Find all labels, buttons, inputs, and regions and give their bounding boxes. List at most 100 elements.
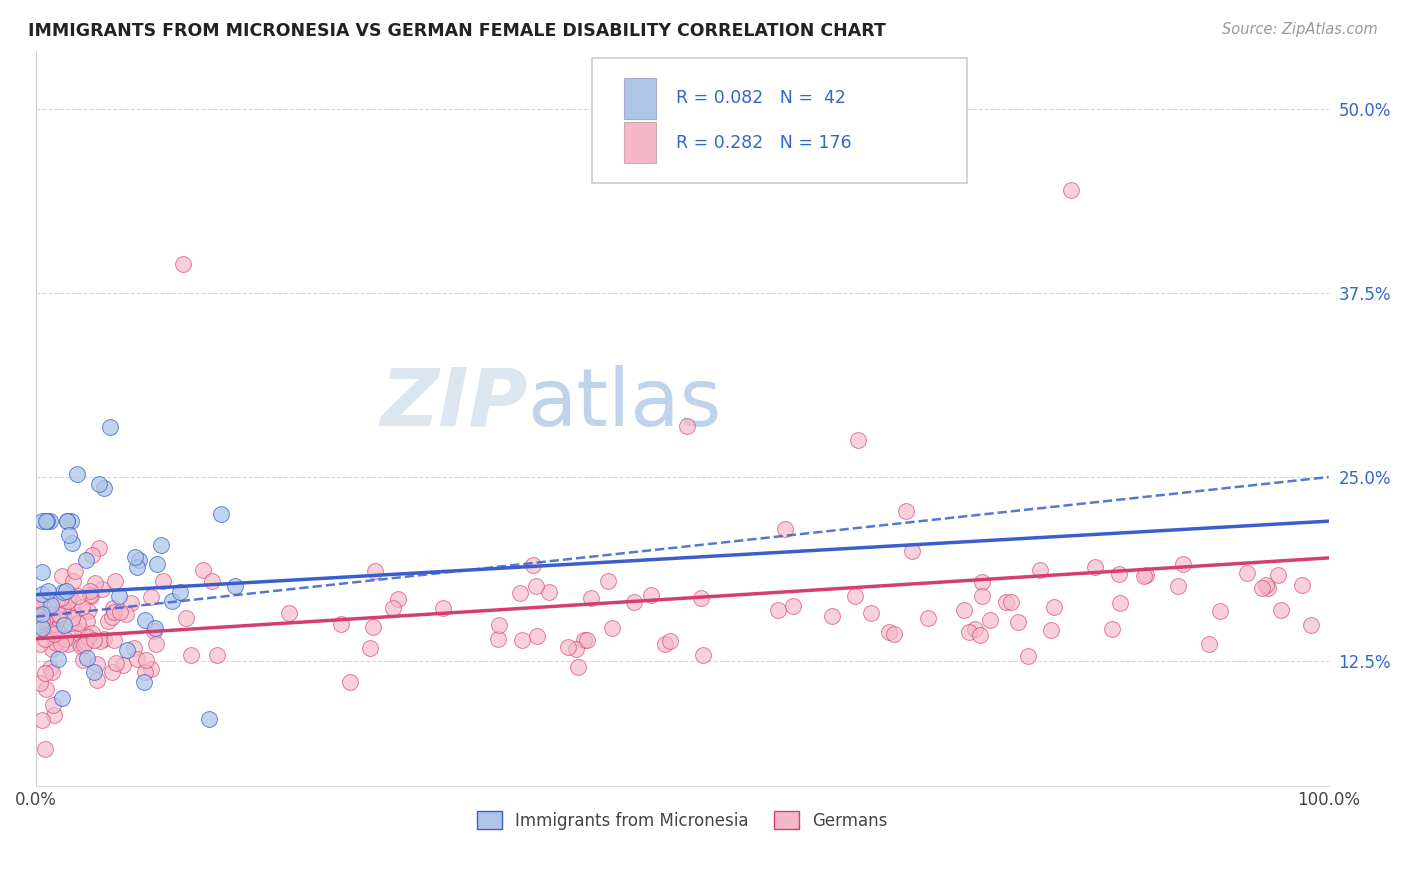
Point bbox=[97, 615, 120, 629]
Point bbox=[66, 467, 89, 481]
Text: R = 0.282   N = 176: R = 0.282 N = 176 bbox=[676, 134, 852, 152]
Point bbox=[67, 636, 90, 650]
Text: R = 0.082   N =  42: R = 0.082 N = 42 bbox=[676, 89, 845, 107]
Text: IMMIGRANTS FROM MICRONESIA VS GERMAN FEMALE DISABILITY CORRELATION CHART: IMMIGRANTS FROM MICRONESIA VS GERMAN FEM… bbox=[28, 22, 886, 40]
Point bbox=[1171, 557, 1194, 571]
Point bbox=[567, 659, 589, 673]
Point bbox=[180, 648, 202, 663]
Point bbox=[575, 632, 598, 647]
Point bbox=[565, 641, 588, 656]
Point bbox=[387, 591, 409, 606]
Point bbox=[49, 637, 72, 651]
Point bbox=[44, 707, 66, 722]
Point bbox=[103, 605, 125, 619]
FancyBboxPatch shape bbox=[592, 58, 967, 183]
Point bbox=[79, 588, 101, 602]
Point bbox=[45, 624, 67, 639]
Point bbox=[844, 589, 866, 603]
Point bbox=[969, 627, 991, 641]
Point bbox=[80, 590, 103, 604]
Point bbox=[917, 610, 939, 624]
Point bbox=[139, 590, 162, 604]
Point bbox=[48, 608, 70, 623]
Point bbox=[62, 630, 84, 644]
Point bbox=[1101, 623, 1123, 637]
Point bbox=[49, 630, 72, 644]
Point bbox=[135, 653, 157, 667]
Point bbox=[101, 665, 124, 680]
Point bbox=[31, 713, 53, 727]
Point bbox=[134, 665, 156, 679]
Point bbox=[34, 666, 56, 681]
Point bbox=[46, 652, 69, 666]
Point bbox=[596, 574, 619, 588]
Point bbox=[1017, 648, 1039, 663]
Point bbox=[51, 690, 73, 705]
Point bbox=[574, 632, 596, 647]
Point bbox=[1084, 560, 1107, 574]
Point bbox=[364, 564, 387, 578]
Point bbox=[972, 575, 994, 590]
Point bbox=[76, 614, 98, 628]
Point bbox=[979, 613, 1001, 627]
Point bbox=[538, 585, 561, 599]
Point bbox=[115, 643, 138, 657]
Point bbox=[1029, 563, 1052, 577]
Point bbox=[46, 611, 69, 625]
Point bbox=[45, 593, 67, 607]
Point bbox=[76, 630, 98, 644]
Point bbox=[28, 593, 51, 607]
Point bbox=[278, 606, 301, 620]
Point bbox=[67, 616, 90, 631]
Point bbox=[953, 603, 976, 617]
Point bbox=[1209, 604, 1232, 618]
Point bbox=[28, 602, 51, 616]
Point bbox=[79, 583, 101, 598]
Point bbox=[127, 560, 149, 574]
Point bbox=[75, 634, 97, 648]
Point bbox=[883, 626, 905, 640]
Point bbox=[28, 675, 51, 690]
Point bbox=[60, 535, 83, 549]
Point bbox=[782, 599, 804, 614]
Point bbox=[72, 600, 94, 615]
Point bbox=[1000, 595, 1022, 609]
Point bbox=[51, 569, 73, 583]
Point bbox=[1301, 617, 1323, 632]
Point bbox=[70, 640, 93, 654]
Point bbox=[1267, 567, 1289, 582]
Point bbox=[486, 632, 509, 646]
Point bbox=[692, 648, 714, 662]
Point bbox=[152, 574, 174, 589]
Point bbox=[122, 641, 145, 656]
Point bbox=[60, 611, 83, 625]
Point bbox=[31, 619, 53, 633]
Point bbox=[63, 564, 86, 578]
Point bbox=[995, 595, 1018, 609]
Point bbox=[894, 504, 917, 518]
Point bbox=[146, 557, 169, 571]
Point bbox=[87, 541, 110, 556]
Point bbox=[31, 514, 53, 528]
Point bbox=[557, 640, 579, 655]
Point bbox=[1250, 581, 1272, 595]
Point bbox=[104, 574, 127, 589]
Point bbox=[76, 651, 98, 665]
Point bbox=[1060, 183, 1083, 197]
Point bbox=[160, 594, 183, 608]
Point bbox=[83, 576, 105, 591]
Point bbox=[42, 627, 65, 641]
Point bbox=[191, 563, 214, 577]
Point bbox=[30, 609, 52, 624]
Point bbox=[56, 637, 79, 651]
Point bbox=[1108, 596, 1130, 610]
Point bbox=[39, 661, 62, 675]
Point bbox=[60, 603, 83, 617]
Point bbox=[35, 682, 58, 697]
Point bbox=[39, 622, 62, 636]
Point bbox=[56, 514, 79, 528]
Point bbox=[83, 665, 105, 679]
FancyBboxPatch shape bbox=[624, 78, 657, 119]
Point bbox=[1236, 566, 1258, 581]
Point bbox=[86, 657, 108, 672]
